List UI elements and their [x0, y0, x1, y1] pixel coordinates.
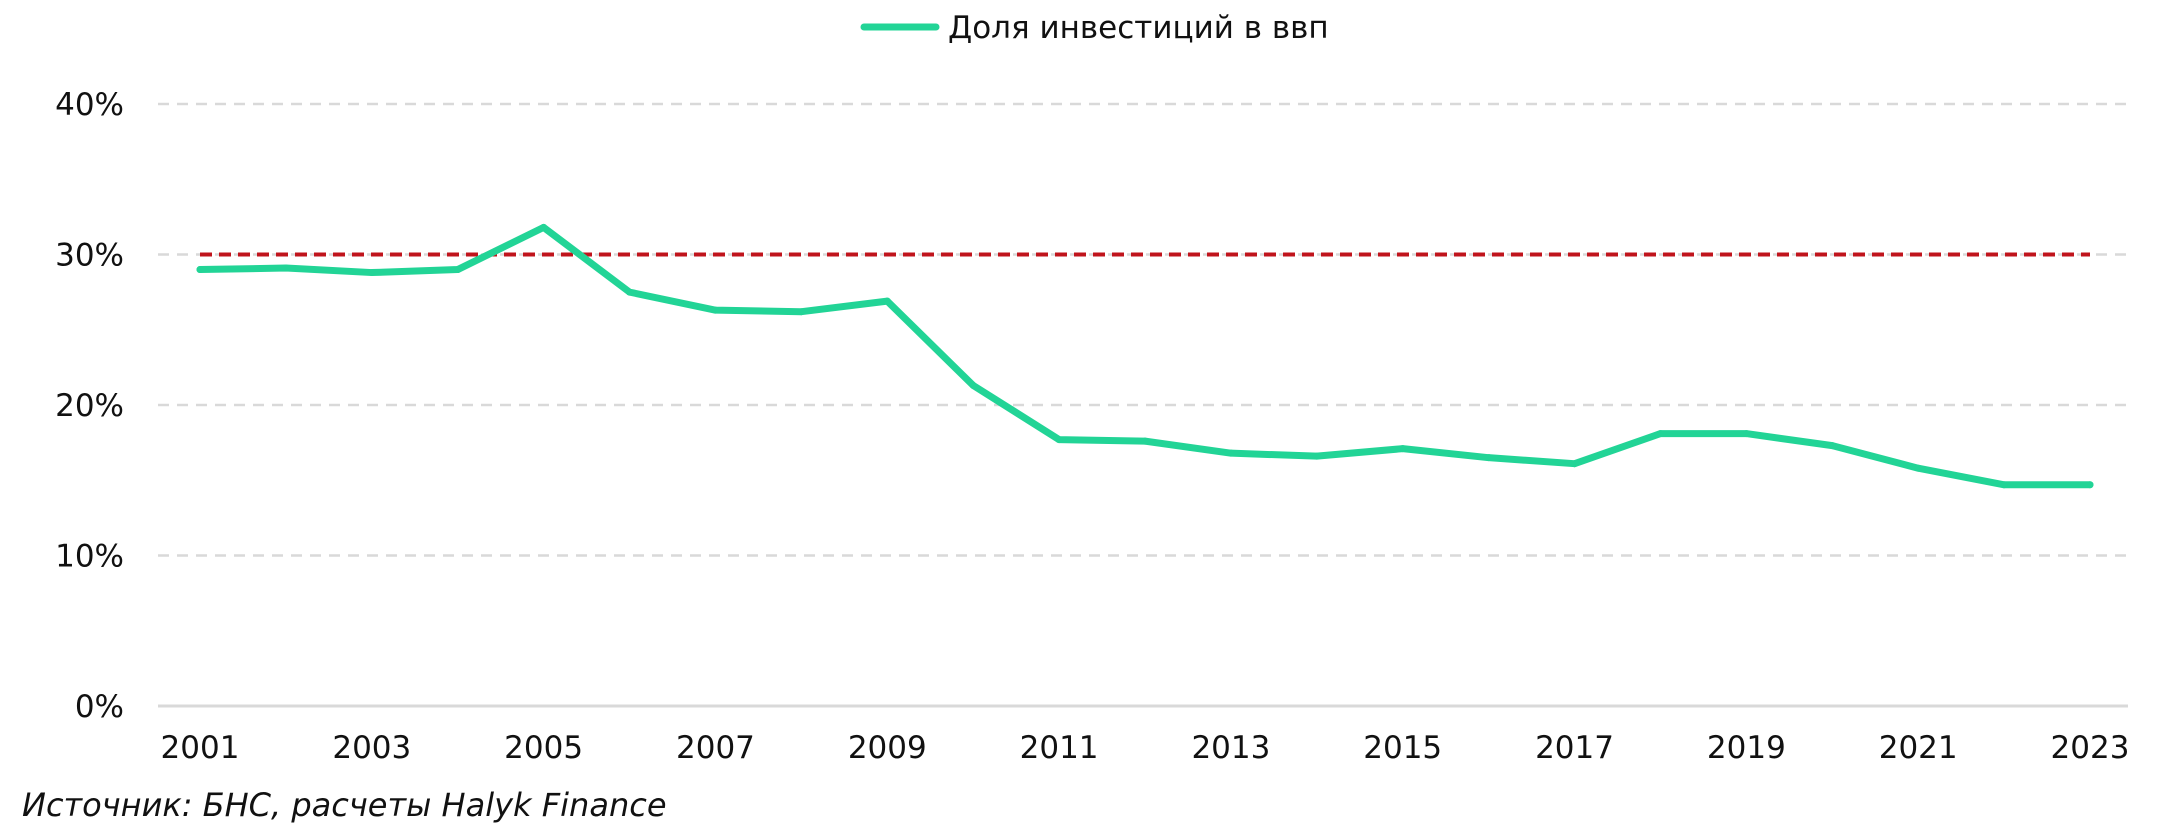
data-point: [196, 266, 204, 274]
data-point: [2000, 481, 2008, 489]
data-point: [1399, 445, 1407, 453]
x-tick-label: 2015: [1363, 730, 1442, 766]
data-point: [883, 297, 891, 305]
data-point: [711, 306, 719, 314]
x-tick-label: 2023: [2051, 730, 2130, 766]
x-tick-label: 2003: [332, 730, 411, 766]
data-point: [1828, 442, 1836, 450]
data-point: [1313, 452, 1321, 460]
source-note: Источник: БНС, расчеты Halyk Finance: [22, 786, 667, 824]
data-point: [1141, 437, 1149, 445]
legend: Доля инвестиций в ввп: [860, 10, 1329, 46]
x-tick-label: 2011: [1020, 730, 1099, 766]
series-group: [196, 223, 2094, 489]
data-point: [1227, 449, 1235, 457]
data-point: [2086, 481, 2094, 489]
y-tick-label: 20%: [55, 388, 124, 424]
data-point: [1571, 460, 1579, 468]
x-tick-label: 2019: [1707, 730, 1786, 766]
y-axis: 0% 10% 20% 30% 40%: [55, 87, 124, 725]
x-tick-label: 2013: [1191, 730, 1270, 766]
series-line: [196, 223, 2094, 489]
data-point: [626, 288, 634, 296]
x-axis: 2001 2003 2005 2007 2009 2011 2013 2015 2017 2019…: [161, 730, 2130, 766]
x-tick-label: 2001: [161, 730, 240, 766]
data-point: [1055, 436, 1063, 444]
data-point: [1485, 454, 1493, 462]
data-point: [1914, 464, 1922, 472]
legend-label: Доля инвестиций в ввп: [948, 10, 1329, 46]
data-point: [1742, 430, 1750, 438]
data-point: [454, 266, 462, 274]
y-tick-label: 0%: [75, 689, 124, 725]
data-point: [1656, 430, 1664, 438]
data-point: [969, 381, 977, 389]
y-tick-label: 10%: [55, 539, 124, 575]
data-point: [540, 223, 548, 231]
x-tick-label: 2005: [504, 730, 583, 766]
gridlines: [158, 102, 2128, 708]
x-tick-label: 2021: [1879, 730, 1958, 766]
x-tick-label: 2009: [848, 730, 927, 766]
x-tick-label: 2007: [676, 730, 755, 766]
data-point: [797, 308, 805, 316]
y-tick-label: 40%: [55, 87, 124, 123]
data-point: [282, 264, 290, 272]
y-tick-label: 30%: [55, 238, 124, 274]
x-tick-label: 2017: [1535, 730, 1614, 766]
data-point: [368, 269, 376, 277]
